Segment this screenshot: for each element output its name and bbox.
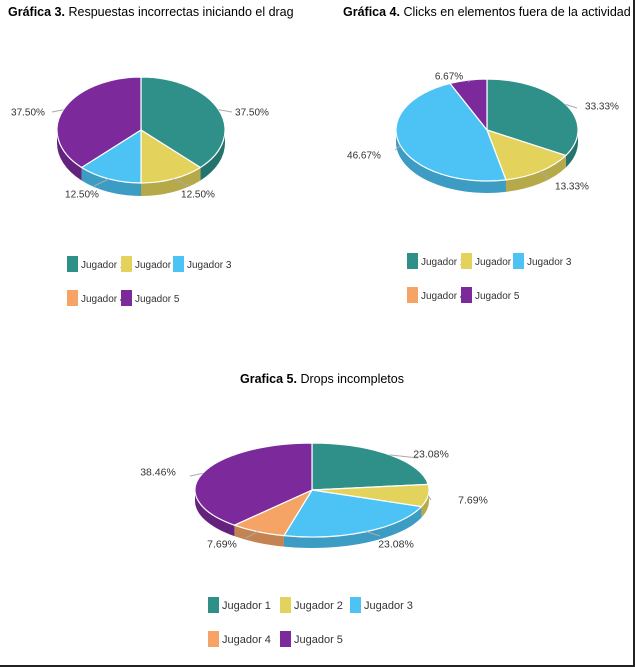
legend-label-2: Jugador 2 — [135, 260, 180, 271]
data-label-3: 46.67% — [347, 151, 381, 162]
chart-3-title: Gráfica 3. Respuestas incorrectas inicia… — [8, 5, 294, 19]
data-label-2: 13.33% — [555, 182, 589, 193]
leader-line-3 — [394, 145, 401, 151]
legend-swatch-1 — [407, 253, 418, 269]
legend-swatch-3 — [513, 253, 524, 269]
leader-line-2 — [540, 170, 549, 179]
legend-label-4: Jugador 4 — [421, 291, 466, 302]
leader-line-5 — [467, 79, 470, 83]
legend-label-3: Jugador 3 — [527, 257, 572, 268]
legend-label-4: Jugador 4 — [81, 294, 126, 305]
legend-swatch-2 — [121, 256, 132, 272]
leader-line-1 — [218, 109, 233, 113]
legend-swatch-2 — [461, 253, 472, 269]
pie-wall-4 — [234, 525, 284, 547]
data-label-2: 7.69% — [458, 495, 488, 507]
data-label-3: 23.08% — [378, 539, 414, 551]
legend-label-1: Jugador 1 — [222, 600, 271, 612]
data-label-5: 37.50% — [11, 108, 45, 119]
data-label-1: 33.33% — [585, 102, 619, 113]
legend-label-5: Jugador 5 — [135, 294, 180, 305]
legend-swatch-2 — [280, 597, 291, 613]
leader-line-3 — [93, 178, 110, 187]
chart-4-title: Gráfica 4. Clicks en elementos fuera de … — [343, 5, 631, 19]
leader-line-1 — [565, 104, 578, 109]
legend-swatch-5 — [461, 287, 472, 303]
pie-wall-5 — [57, 130, 82, 181]
pie-slice-2 — [485, 129, 567, 181]
pie-wall-1 — [200, 130, 225, 181]
legend-label-5: Jugador 5 — [475, 291, 520, 302]
leader-line-4 — [245, 531, 258, 539]
legend-swatch-3 — [173, 256, 184, 272]
legend-swatch-4 — [67, 290, 78, 306]
legend-swatch-5 — [121, 290, 132, 306]
legend-swatch-5 — [280, 631, 291, 647]
pie-wall-2 — [421, 490, 429, 518]
pie-slice-2 — [140, 128, 202, 184]
data-label-3: 12.50% — [65, 190, 99, 201]
chart-5-title: Grafica 5. Drops incompletos — [240, 372, 404, 386]
data-label-5: 6.67% — [435, 72, 463, 83]
legend-label-2: Jugador 2 — [294, 600, 343, 612]
legend-label-3: Jugador 3 — [187, 260, 232, 271]
legend-label-3: Jugador 3 — [364, 600, 413, 612]
legend-swatch-3 — [350, 597, 361, 613]
data-label-1: 23.08% — [413, 449, 449, 461]
pie-wall-3 — [283, 506, 422, 548]
pie-slice-3 — [80, 128, 142, 184]
pie-wall-2 — [141, 167, 201, 196]
data-label-4: 7.69% — [207, 539, 237, 551]
leader-line-5 — [189, 472, 203, 477]
data-label-2: 12.50% — [181, 190, 215, 201]
pie-slice-1 — [311, 442, 429, 491]
pie-wall-3 — [81, 167, 141, 196]
data-label-5: 38.46% — [140, 467, 176, 479]
legend-swatch-1 — [208, 597, 219, 613]
leader-line-2 — [172, 178, 191, 187]
legend-swatch-4 — [208, 631, 219, 647]
leader-line-3 — [366, 531, 381, 537]
pie-slice-3 — [395, 82, 507, 182]
leader-line-5 — [51, 109, 64, 113]
data-label-1: 37.50% — [235, 108, 269, 119]
pie-wall-5 — [195, 490, 235, 537]
legend-label-1: Jugador 1 — [81, 260, 126, 271]
legend-label-1: Jugador 1 — [421, 257, 466, 268]
legend-label-5: Jugador 5 — [294, 634, 343, 646]
pie-slice-3 — [282, 489, 423, 538]
leader-line-2 — [427, 495, 432, 501]
legend-swatch-4 — [407, 287, 418, 303]
leader-line-1 — [389, 454, 419, 459]
pie-wall-3 — [396, 130, 506, 193]
legend-label-4: Jugador 4 — [222, 634, 271, 646]
legend-swatch-1 — [67, 256, 78, 272]
legend-label-2: Jugador 2 — [475, 257, 520, 268]
